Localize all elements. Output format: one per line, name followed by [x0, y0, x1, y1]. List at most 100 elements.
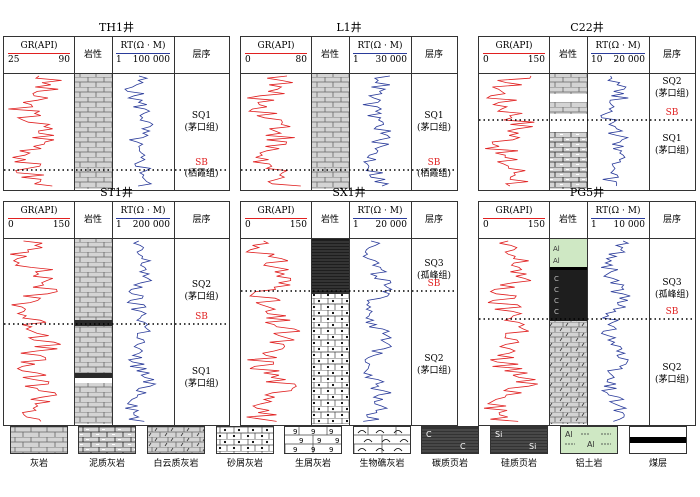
lith-white [550, 94, 587, 102]
svg-text:9: 9 [311, 446, 315, 454]
legend-label: 碳质页岩 [431, 459, 468, 469]
column-divider [349, 202, 350, 425]
rt-curve [362, 75, 392, 187]
gr-scale-rule [8, 218, 70, 219]
sb-label: SB [195, 158, 208, 168]
column-divider [411, 37, 412, 190]
svg-text:9: 9 [311, 428, 315, 436]
header-label: 1 [353, 220, 359, 230]
sequence-label: SQ1 (茅口组) [654, 134, 690, 157]
header-label: GR(API) [495, 206, 533, 216]
sequence-label: SQ1 (茅口组) [416, 111, 452, 134]
header-label: 岩性 [83, 215, 103, 225]
sb-label: SB [427, 279, 441, 289]
column-divider [112, 37, 113, 190]
legend-swatch [216, 426, 274, 454]
carb-shale-mark: C [554, 275, 559, 283]
svg-text:9: 9 [299, 437, 303, 445]
svg-text:9: 9 [335, 437, 339, 445]
legend-label: 灰岩 [29, 459, 48, 469]
sequence-label: SQ2 (茅口组) [654, 363, 690, 386]
header-label: 岩性 [558, 50, 578, 60]
header-label: 0 [483, 55, 489, 65]
gr-scale-rule [245, 218, 307, 219]
legend-swatch [353, 426, 411, 454]
header-label: 1 [116, 220, 122, 230]
well-panel: TH1井 GR(API) 25 90 岩性 RT(Ω · M) 1 100 000 层序 SB SQ… [3, 20, 230, 191]
rt-scale-rule [116, 218, 170, 219]
header-label: 层序 [424, 50, 444, 60]
legend-label: 煤层 [648, 459, 667, 469]
header-label: 80 [295, 55, 307, 65]
header-label: 90 [58, 55, 70, 65]
legend-label: 铝土岩 [575, 459, 603, 469]
rt-scale-rule [353, 218, 407, 219]
lith-limestone [312, 74, 349, 189]
header-label: RT(Ω · M) [357, 41, 403, 51]
header-label: 岩性 [320, 50, 340, 60]
sb-label: SB [195, 312, 208, 322]
rt-curve [600, 240, 631, 422]
well-panel: L1井 GR(API) 0 80 岩性 RT(Ω · M) 1 30 000 层序 SB SQ1 (… [240, 20, 458, 191]
rt-scale-rule [591, 218, 645, 219]
lith-carbonaceous-shale [312, 239, 349, 294]
header-label: RT(Ω · M) [595, 41, 641, 51]
log-plot [479, 74, 695, 189]
header-label: GR(API) [257, 206, 295, 216]
log-frame: GR(API) 0 150 岩性 RT(Ω · M) 1 200 000 层序 SB SQ2 (茅… [3, 201, 230, 426]
gr-scale-rule [483, 53, 545, 54]
header-label: GR(API) [20, 41, 58, 51]
rt-curve [125, 240, 157, 422]
lith-limestone [75, 74, 112, 189]
header-label: RT(Ω · M) [357, 206, 403, 216]
sequence-label: SQ3 (孤峰组) [416, 259, 452, 282]
gr-curve [8, 75, 62, 187]
column-divider [74, 202, 75, 425]
carb-shale-mark: C [554, 297, 559, 305]
column-divider [74, 37, 75, 190]
log-header [4, 202, 229, 239]
log-plot [4, 239, 229, 424]
header-label: GR(API) [495, 41, 533, 51]
rt-curve [124, 75, 154, 187]
header-label: 20 000 [375, 220, 408, 230]
lith-white [75, 378, 112, 383]
column-divider [649, 37, 650, 190]
rt-scale-rule [116, 53, 170, 54]
log-frame: GR(API) 0 150 岩性 RT(Ω · M) 1 10 000 层序 Al Al C C C C S… [478, 201, 696, 426]
well-panel: PG5井 GR(API) 0 150 岩性 RT(Ω · M) 1 10 000 层序 Al Al C… [478, 185, 696, 426]
rt-curve [600, 75, 630, 187]
shale-lines [312, 241, 349, 294]
rt-scale-rule [353, 53, 407, 54]
lith-limestone [75, 239, 112, 424]
well-title: ST1井 [100, 186, 133, 199]
well-title: L1井 [336, 21, 362, 34]
svg-text:9: 9 [293, 428, 297, 436]
carb-shale-mark: C [554, 308, 559, 316]
lith-sandy-limestone [312, 294, 349, 424]
log-frame: GR(API) 0 150 岩性 RT(Ω · M) 10 20 000 层序 SB SQ2 (茅… [478, 36, 696, 191]
header-label: 10 [591, 55, 603, 65]
svg-text:Al: Al [587, 440, 595, 449]
header-label: GR(API) [20, 206, 58, 216]
sequence-label: SQ2 (茅口组) [416, 353, 452, 376]
column-divider [587, 37, 588, 190]
gr-curve [245, 240, 301, 422]
legend-label: 生物礁灰岩 [359, 459, 405, 469]
log-frame: GR(API) 25 90 岩性 RT(Ω · M) 1 100 000 层序 SB SQ1 (茅… [3, 36, 230, 191]
header-label: 10 000 [613, 220, 646, 230]
svg-text:9: 9 [317, 437, 321, 445]
svg-text:9: 9 [329, 428, 333, 436]
lithology-legend: 灰岩 泥质灰岩 白云质灰岩 砂屑灰岩 9 9 9 9 9 9 9 9 9 生屑灰岩 生物礁灰岩 C C 碳质页岩 S… [0, 420, 700, 497]
bauxite-mark: Al [553, 257, 560, 265]
gr-scale-rule [8, 53, 70, 54]
sequence-label: (栖霞组) [184, 168, 219, 179]
gr-scale-rule [483, 218, 545, 219]
well-title: C22井 [570, 21, 604, 34]
legend-swatch [10, 426, 68, 454]
header-label: 25 [8, 55, 20, 65]
carb-shale-mark: C [554, 286, 559, 294]
gr-curve [485, 75, 535, 187]
header-label: 150 [52, 220, 70, 230]
